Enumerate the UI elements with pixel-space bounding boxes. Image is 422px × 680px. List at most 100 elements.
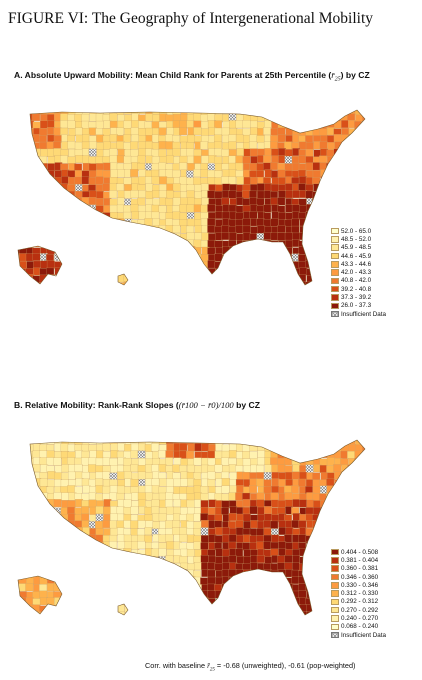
commuting-zone <box>326 110 335 115</box>
commuting-zone <box>271 110 280 115</box>
commuting-zone <box>221 232 230 241</box>
commuting-zone <box>158 282 167 285</box>
commuting-zone <box>109 268 118 276</box>
commuting-zone <box>271 274 280 283</box>
commuting-zone <box>39 141 48 150</box>
commuting-zone <box>326 191 335 200</box>
legend-label: 0.330 - 0.346 <box>341 581 379 589</box>
commuting-zone <box>96 450 105 459</box>
commuting-zone <box>221 493 230 502</box>
commuting-zone <box>82 430 90 438</box>
commuting-zone <box>285 583 294 592</box>
commuting-zone <box>368 191 376 199</box>
commuting-zone <box>144 485 153 494</box>
commuting-zone <box>47 521 55 530</box>
commuting-zone <box>88 499 97 508</box>
commuting-zone <box>123 142 132 151</box>
commuting-zone <box>26 184 34 193</box>
commuting-zone <box>249 281 258 285</box>
commuting-zone <box>319 239 328 248</box>
commuting-zone <box>18 451 27 460</box>
commuting-zone <box>18 148 27 157</box>
commuting-zone <box>102 183 111 192</box>
commuting-zone <box>46 528 55 537</box>
commuting-zone <box>369 443 377 451</box>
commuting-zone <box>96 239 105 248</box>
commuting-zone <box>18 548 19 557</box>
commuting-zone <box>215 548 224 557</box>
commuting-zone <box>221 176 230 185</box>
commuting-zone <box>144 604 153 613</box>
commuting-zone <box>19 170 28 179</box>
commuting-zone <box>200 169 209 178</box>
commuting-zone <box>46 612 55 615</box>
commuting-zone <box>145 176 153 185</box>
commuting-zone <box>277 605 286 614</box>
commuting-zone <box>89 605 98 613</box>
commuting-zone <box>166 190 174 199</box>
commuting-zone <box>214 520 223 529</box>
commuting-zone <box>81 563 90 572</box>
commuting-zone <box>347 191 356 200</box>
commuting-zone <box>326 535 335 544</box>
commuting-zone <box>347 506 356 515</box>
commuting-zone <box>151 240 160 249</box>
commuting-zone <box>256 499 265 508</box>
commuting-zone <box>95 520 104 529</box>
commuting-zone <box>165 583 174 592</box>
commuting-zone <box>279 620 287 628</box>
commuting-zone <box>369 508 377 516</box>
commuting-zone <box>284 254 293 263</box>
commuting-zone <box>298 590 307 599</box>
commuting-zone <box>19 141 27 150</box>
commuting-zone <box>361 211 365 220</box>
commuting-zone <box>326 135 335 144</box>
commuting-zone <box>328 101 336 109</box>
commuting-zone <box>103 162 111 171</box>
commuting-zone <box>362 485 365 494</box>
commuting-zone <box>53 190 62 199</box>
commuting-zone <box>348 514 357 522</box>
commuting-zone <box>67 281 76 285</box>
commuting-zone <box>235 569 244 578</box>
commuting-zone <box>340 513 349 522</box>
commuting-zone <box>181 431 189 439</box>
commuting-zone <box>159 590 168 599</box>
commuting-zone <box>340 521 349 530</box>
commuting-zone <box>18 225 20 234</box>
commuting-zone <box>96 110 105 115</box>
commuting-zone <box>207 471 216 480</box>
commuting-zone <box>47 120 56 129</box>
commuting-zone <box>257 110 266 115</box>
commuting-zone <box>18 275 27 284</box>
commuting-zone <box>137 471 146 480</box>
commuting-zone <box>145 226 153 234</box>
commuting-zone <box>18 204 19 213</box>
commuting-zone <box>291 110 300 116</box>
commuting-zone <box>235 205 244 214</box>
commuting-zone <box>292 282 301 285</box>
commuting-zone <box>25 472 34 481</box>
commuting-zone <box>33 218 41 227</box>
commuting-zone <box>151 169 159 178</box>
commuting-zone <box>354 163 363 172</box>
commuting-zone <box>165 520 174 529</box>
commuting-zone <box>320 281 329 285</box>
commuting-zone <box>18 555 21 564</box>
commuting-zone <box>305 232 314 241</box>
commuting-zone <box>89 290 97 298</box>
commuting-zone <box>131 240 140 249</box>
commuting-zone <box>138 281 147 285</box>
commuting-zone <box>102 225 111 234</box>
commuting-zone <box>74 267 83 276</box>
commuting-zone <box>186 268 195 277</box>
commuting-zone <box>89 281 98 285</box>
commuting-zone <box>229 430 237 438</box>
commuting-zone <box>123 562 131 571</box>
commuting-zone <box>193 155 202 164</box>
commuting-zone <box>124 240 132 249</box>
legend-label: 0.240 - 0.270 <box>341 615 379 623</box>
commuting-zone <box>33 163 42 172</box>
legend-item: 0.330 - 0.346 <box>331 581 386 589</box>
commuting-zone <box>39 478 48 487</box>
